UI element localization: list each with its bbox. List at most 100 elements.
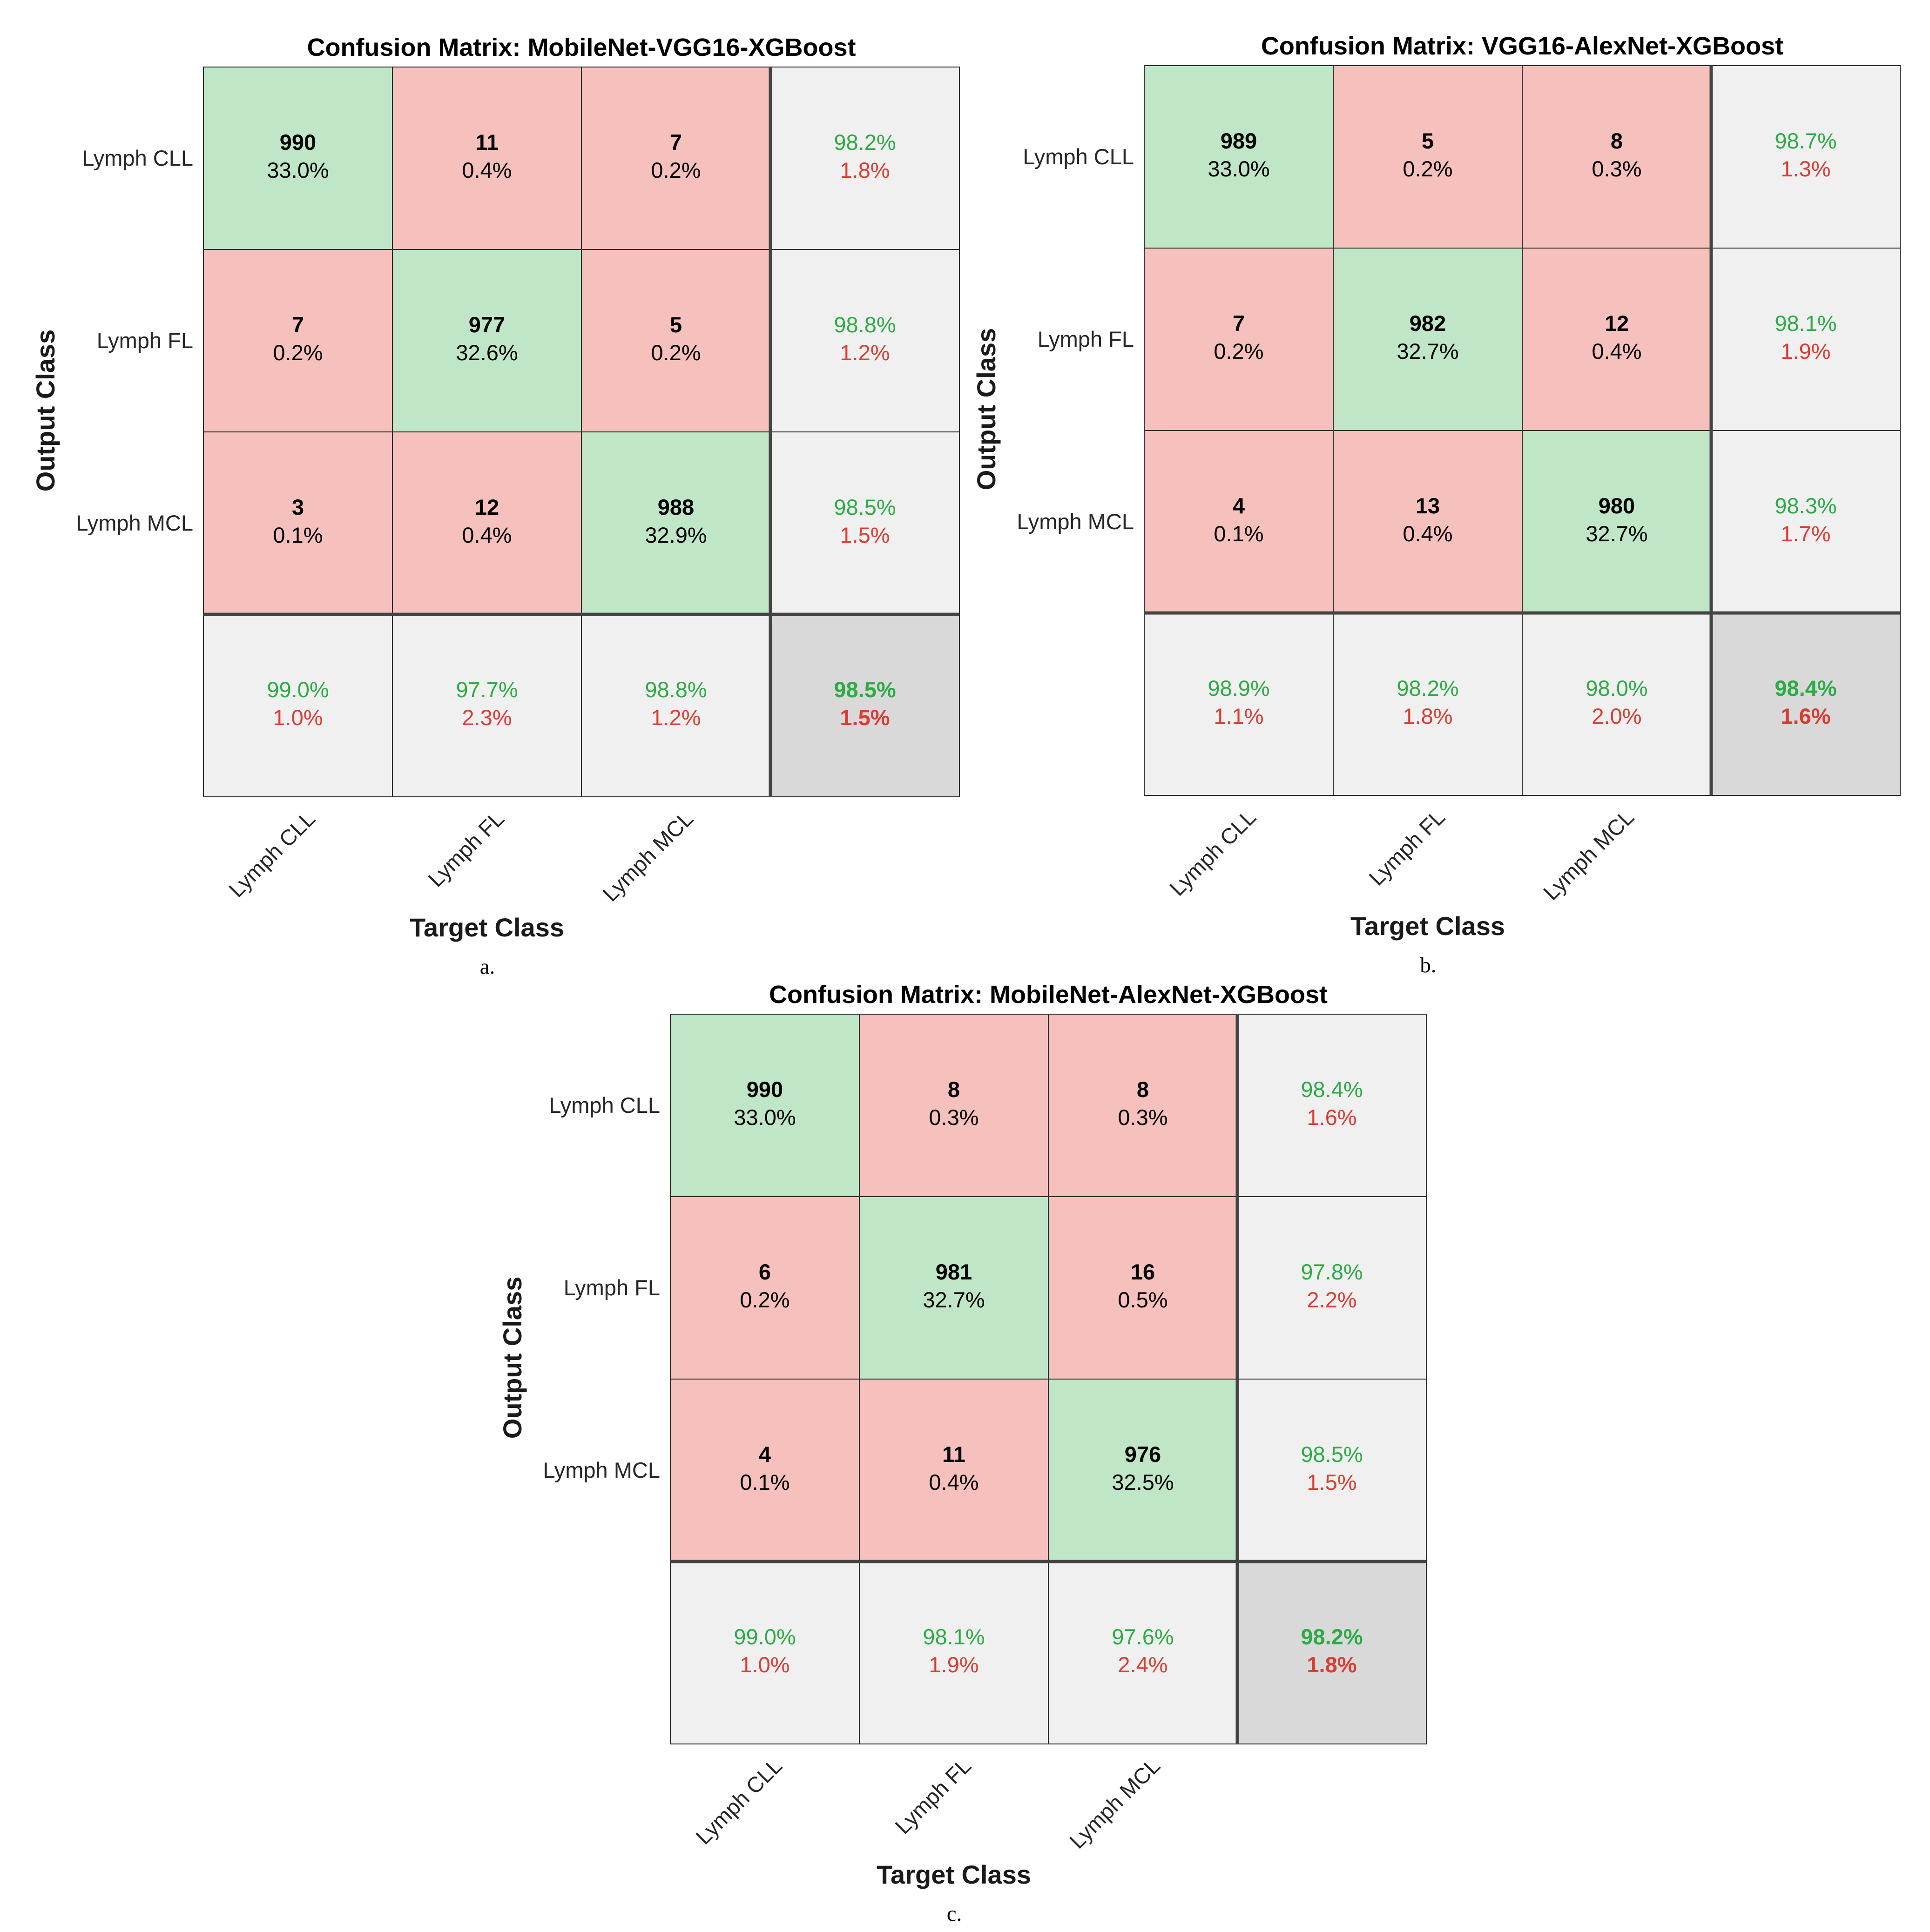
chart-title: Confusion Matrix: VGG16-AlexNet-XGBoost <box>1261 32 1783 60</box>
correct-cell <box>1333 248 1523 431</box>
row-summary-cell <box>1237 1379 1427 1562</box>
cell-count: 989 <box>1221 128 1257 153</box>
cell-count: 7 <box>670 130 682 155</box>
col-error: 2.0% <box>1592 704 1641 728</box>
overall-accuracy-cell <box>1711 613 1901 796</box>
error-cell <box>581 67 771 250</box>
col-recall: 98.2% <box>1397 676 1458 700</box>
cell-percent: 0.4% <box>462 158 512 182</box>
y-tick-label: Lymph MCL <box>76 511 193 535</box>
overall-error: 1.6% <box>1781 704 1830 728</box>
row-error: 1.6% <box>1307 1105 1356 1130</box>
overall-accuracy: 98.4% <box>1775 676 1836 700</box>
col-recall: 98.0% <box>1586 676 1647 700</box>
cell-count: 12 <box>1605 311 1629 336</box>
cell-percent: 0.3% <box>1118 1105 1167 1130</box>
row-summary-cell <box>1237 1014 1427 1197</box>
row-summary-cell <box>1711 65 1901 249</box>
cell-count: 980 <box>1599 493 1635 518</box>
y-axis-title: Output Class <box>498 1277 527 1439</box>
correct-cell <box>203 67 393 250</box>
col-summary-cell <box>1333 613 1523 796</box>
cell-count: 981 <box>936 1259 972 1284</box>
cell-percent: 0.2% <box>740 1287 790 1312</box>
cell-percent: 0.3% <box>929 1105 978 1130</box>
cell-count: 8 <box>1611 128 1623 153</box>
col-recall: 99.0% <box>267 677 329 702</box>
x-axis-title: Target Class <box>877 1860 1031 1889</box>
row-precision: 98.5% <box>1301 1442 1363 1467</box>
col-recall: 98.8% <box>645 677 707 702</box>
x-tick-label: Lymph FL <box>890 1753 976 1839</box>
col-error: 1.2% <box>651 705 701 730</box>
panel-caption: c. <box>947 1902 962 1926</box>
error-cell <box>392 431 582 615</box>
y-axis-title: Output Class <box>31 330 60 491</box>
cell-count: 977 <box>469 312 505 337</box>
confusion-matrix-panel: 990 33.0% 8 0.3% 8 0.3% 6 0.2% 981 32.7% 16 0.5% 4 0.… <box>498 981 1427 1926</box>
row-error: 1.5% <box>840 523 890 547</box>
correct-cell <box>392 249 582 432</box>
cell-percent: 32.6% <box>456 340 518 365</box>
cell-percent: 0.2% <box>651 340 701 365</box>
cell-count: 988 <box>658 495 694 519</box>
cell-percent: 32.7% <box>1586 521 1647 546</box>
col-recall: 98.9% <box>1208 676 1269 700</box>
x-tick-label: Lymph FL <box>1364 805 1450 890</box>
col-summary-cell <box>581 614 771 797</box>
cell-count: 13 <box>1416 493 1440 518</box>
row-summary-cell <box>1711 248 1901 431</box>
cell-percent: 0.4% <box>1403 521 1452 546</box>
cell-count: 7 <box>1233 311 1245 336</box>
row-precision: 98.3% <box>1775 493 1836 518</box>
row-error: 1.8% <box>840 158 890 182</box>
overall-accuracy-cell <box>1237 1561 1427 1744</box>
cell-count: 4 <box>1233 493 1245 518</box>
confusion-matrix-panel: 990 33.0% 11 0.4% 7 0.2% 7 0.2% 977 32.6% 5 0.2% 3 0.… <box>31 34 960 979</box>
cell-count: 976 <box>1125 1442 1161 1467</box>
panel-caption: a. <box>480 955 495 979</box>
row-error: 1.7% <box>1781 521 1830 546</box>
x-tick-label: Lymph FL <box>423 806 509 892</box>
cell-percent: 0.4% <box>929 1470 978 1494</box>
col-error: 1.0% <box>273 705 323 730</box>
error-cell <box>1333 65 1523 249</box>
row-precision: 98.4% <box>1301 1077 1363 1102</box>
panel-caption: b. <box>1420 953 1436 977</box>
error-cell <box>1144 248 1334 431</box>
y-tick-label: Lymph CLL <box>82 146 193 170</box>
cell-percent: 33.0% <box>734 1105 796 1130</box>
x-tick-label: Lymph MCL <box>1065 1753 1165 1853</box>
cell-percent: 33.0% <box>1208 156 1269 181</box>
cell-percent: 32.7% <box>1397 339 1458 364</box>
col-error: 1.9% <box>929 1652 978 1677</box>
x-tick-label: Lymph CLL <box>691 1753 787 1849</box>
col-error: 2.3% <box>462 705 512 730</box>
cell-percent: 0.4% <box>462 523 512 547</box>
chart-title: Confusion Matrix: MobileNet-AlexNet-XGBo… <box>769 981 1328 1009</box>
col-summary-cell <box>203 614 393 797</box>
y-tick-label: Lymph FL <box>564 1275 660 1300</box>
correct-cell <box>1144 65 1334 249</box>
error-cell <box>670 1379 860 1562</box>
cell-count: 5 <box>670 312 682 337</box>
cell-count: 12 <box>475 495 499 519</box>
cell-percent: 33.0% <box>267 158 329 182</box>
error-cell <box>392 67 582 250</box>
correct-cell <box>1522 430 1712 613</box>
col-error: 1.1% <box>1214 704 1263 728</box>
cell-count: 990 <box>747 1077 783 1102</box>
confusion-matrix-panel: 989 33.0% 5 0.2% 8 0.3% 7 0.2% 982 32.7% 12 0.4% 4 0.… <box>972 32 1901 977</box>
cell-count: 8 <box>1137 1077 1149 1102</box>
x-tick-label: Lymph CLL <box>1165 805 1261 901</box>
cell-percent: 32.9% <box>645 523 707 547</box>
y-tick-label: Lymph MCL <box>1017 509 1134 534</box>
row-error: 1.9% <box>1781 339 1830 364</box>
row-summary-cell <box>1237 1196 1427 1380</box>
cell-count: 8 <box>948 1077 960 1102</box>
col-summary-cell <box>1144 613 1334 796</box>
x-tick-label: Lymph CLL <box>224 806 320 902</box>
row-precision: 98.1% <box>1775 311 1836 336</box>
col-error: 1.0% <box>740 1652 790 1677</box>
error-cell <box>670 1196 860 1380</box>
